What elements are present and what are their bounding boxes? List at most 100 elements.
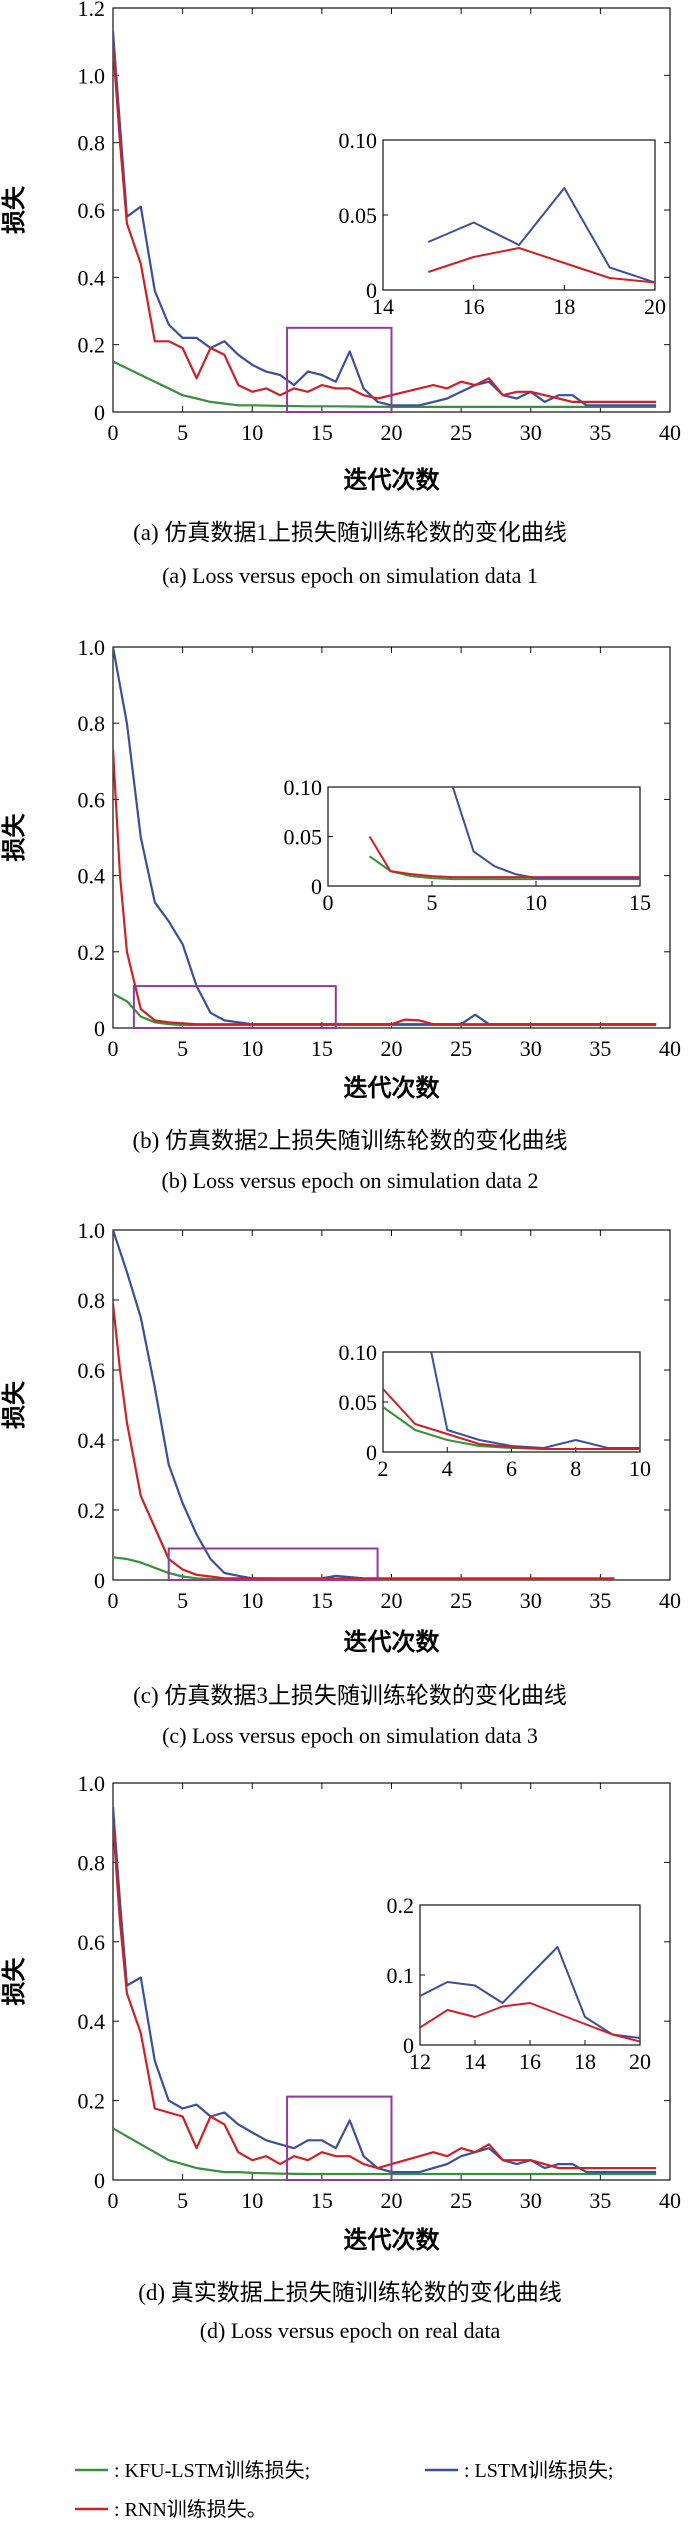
inset-y-tick-label: 0 <box>366 278 377 303</box>
y-tick-label: 0.4 <box>78 864 106 889</box>
caption-chinese: (b) 仿真数据2上损失随训练轮数的变化曲线 <box>132 1128 567 1153</box>
inset-panel: 2 4 6 8 10 0 0.05 0.10 <box>339 1340 652 1481</box>
inset-x-tick-label: 14 <box>464 2049 486 2074</box>
zoom-region-box <box>286 2095 393 2181</box>
y-tick-label: 0.2 <box>78 333 106 358</box>
inset-y-tick-label: 0.10 <box>339 128 378 153</box>
inset-series-group <box>420 1946 640 2043</box>
x-tick-label: 0 <box>108 1036 119 1061</box>
chart-panel-2: 0 5 10 15 20 25 30 35 40 0 0.2 0.4 0.6 0.8 1.0 迭代次数 损失 0 5… <box>1 635 681 1193</box>
x-tick-label: 30 <box>520 420 542 445</box>
inset-series-line-rnn <box>368 835 640 879</box>
x-tick-label: 5 <box>177 1036 188 1061</box>
y-axis-label: 损失 <box>1 1380 28 1429</box>
inset-x-tick-label: 10 <box>525 890 547 915</box>
x-tick-label: 25 <box>450 1036 472 1061</box>
x-tick-label: 25 <box>450 2188 472 2213</box>
y-tick-label: 0.2 <box>78 1498 106 1523</box>
legend-lstm-label: : LSTM训练损失; <box>464 2459 613 2482</box>
x-tick-label: 10 <box>241 420 263 445</box>
inset-y-tick-label: 0.1 <box>387 1963 415 1988</box>
x-tick-label: 15 <box>311 2188 333 2213</box>
y-tick-label: 0.8 <box>78 1288 106 1313</box>
series-line-lstm <box>113 31 657 407</box>
x-tick-label: 30 <box>520 2188 542 2213</box>
x-tick-label: 15 <box>311 420 333 445</box>
inset-x-tick-label: 5 <box>427 890 438 915</box>
inset-x-tick-label: 6 <box>506 1456 517 1481</box>
caption-english: (d) Loss versus epoch on real data <box>200 2318 501 2343</box>
y-tick-label: 0.4 <box>78 1428 106 1453</box>
y-tick-label: 1.0 <box>78 63 106 88</box>
inset-y-tick-label: 0 <box>366 1440 377 1465</box>
y-tick-label: 1.2 <box>78 0 106 21</box>
inset-x-tick-label: 4 <box>442 1456 453 1481</box>
caption-english: (a) Loss versus epoch on simulation data… <box>162 563 538 588</box>
legend-kfu-label: : KFU-LSTM训练损失; <box>114 2459 310 2482</box>
series-group <box>113 1806 657 2176</box>
inset-series-group <box>383 1352 640 1450</box>
legend-rnn-label: : RNN训练损失。 <box>114 2498 267 2521</box>
x-tick-label: 40 <box>659 1588 681 1613</box>
inset-series-group <box>427 187 655 284</box>
inset-y-tick-label: 0.05 <box>339 1390 378 1415</box>
x-tick-label: 25 <box>450 1588 472 1613</box>
y-tick-label: 0.2 <box>78 940 106 965</box>
inset-panel: 14 16 18 20 0 0.05 0.10 <box>339 128 667 319</box>
y-tick-label: 0 <box>94 2168 105 2193</box>
inset-x-tick-label: 18 <box>574 2049 596 2074</box>
inset-series-line-rnn <box>420 2002 640 2043</box>
x-tick-label: 30 <box>520 1036 542 1061</box>
inset-x-tick-label: 10 <box>629 1456 651 1481</box>
zoom-region-box <box>167 1547 379 1581</box>
series-line-kfu <box>113 992 657 1027</box>
inset-y-tick-label: 0 <box>403 2033 414 2058</box>
y-axis-label: 损失 <box>1 813 28 862</box>
x-tick-label: 40 <box>659 420 681 445</box>
inset-x-tick-label: 8 <box>570 1456 581 1481</box>
inset-y-tick-label: 0 <box>311 874 322 899</box>
x-tick-label: 20 <box>381 420 403 445</box>
inset-x-tick-label: 0 <box>323 890 334 915</box>
inset-series-line-rnn <box>427 247 655 284</box>
x-axis-label: 迭代次数 <box>344 467 441 494</box>
x-tick-label: 15 <box>311 1036 333 1061</box>
series-group <box>113 31 657 408</box>
inset-x-tick-label: 12 <box>409 2049 431 2074</box>
x-tick-label: 5 <box>177 2188 188 2213</box>
inset-y-tick-label: 0.05 <box>339 203 378 228</box>
caption-english: (b) Loss versus epoch on simulation data… <box>162 1168 539 1193</box>
x-tick-label: 35 <box>589 420 611 445</box>
x-tick-label: 35 <box>589 1588 611 1613</box>
caption-chinese: (c) 仿真数据3上损失随训练轮数的变化曲线 <box>133 1683 567 1708</box>
inset-y-tick-label: 0.10 <box>284 775 323 800</box>
series-line-kfu <box>113 360 657 408</box>
inset-x-tick-label: 16 <box>463 294 485 319</box>
x-tick-label: 0 <box>108 420 119 445</box>
y-tick-label: 0.4 <box>78 265 106 290</box>
caption-chinese: (a) 仿真数据1上损失随训练轮数的变化曲线 <box>133 520 567 545</box>
y-tick-label: 1.0 <box>78 1218 106 1243</box>
inset-frame <box>327 786 641 887</box>
y-tick-label: 0.2 <box>78 2089 106 2114</box>
y-tick-label: 0.8 <box>78 1850 106 1875</box>
inset-x-tick-label: 16 <box>519 2049 541 2074</box>
y-axis-label: 损失 <box>1 1957 28 2006</box>
x-axis-label: 迭代次数 <box>344 1075 441 1102</box>
y-tick-label: 0.4 <box>78 2009 106 2034</box>
inset-frame <box>382 139 656 291</box>
inset-series-line-lstm <box>427 187 655 284</box>
series-group <box>113 647 657 1027</box>
x-tick-label: 0 <box>108 2188 119 2213</box>
x-tick-label: 10 <box>241 2188 263 2213</box>
zoom-region-box <box>286 326 393 414</box>
y-tick-label: 0 <box>94 1016 105 1041</box>
inset-x-tick-label: 2 <box>378 1456 389 1481</box>
x-tick-label: 15 <box>311 1588 333 1613</box>
series-line-kfu <box>113 2127 657 2176</box>
x-tick-label: 30 <box>520 1588 542 1613</box>
x-tick-label: 10 <box>241 1036 263 1061</box>
caption-chinese: (d) 真实数据上损失随训练轮数的变化曲线 <box>138 2280 562 2305</box>
inset-y-tick-label: 0.2 <box>387 1893 415 1918</box>
